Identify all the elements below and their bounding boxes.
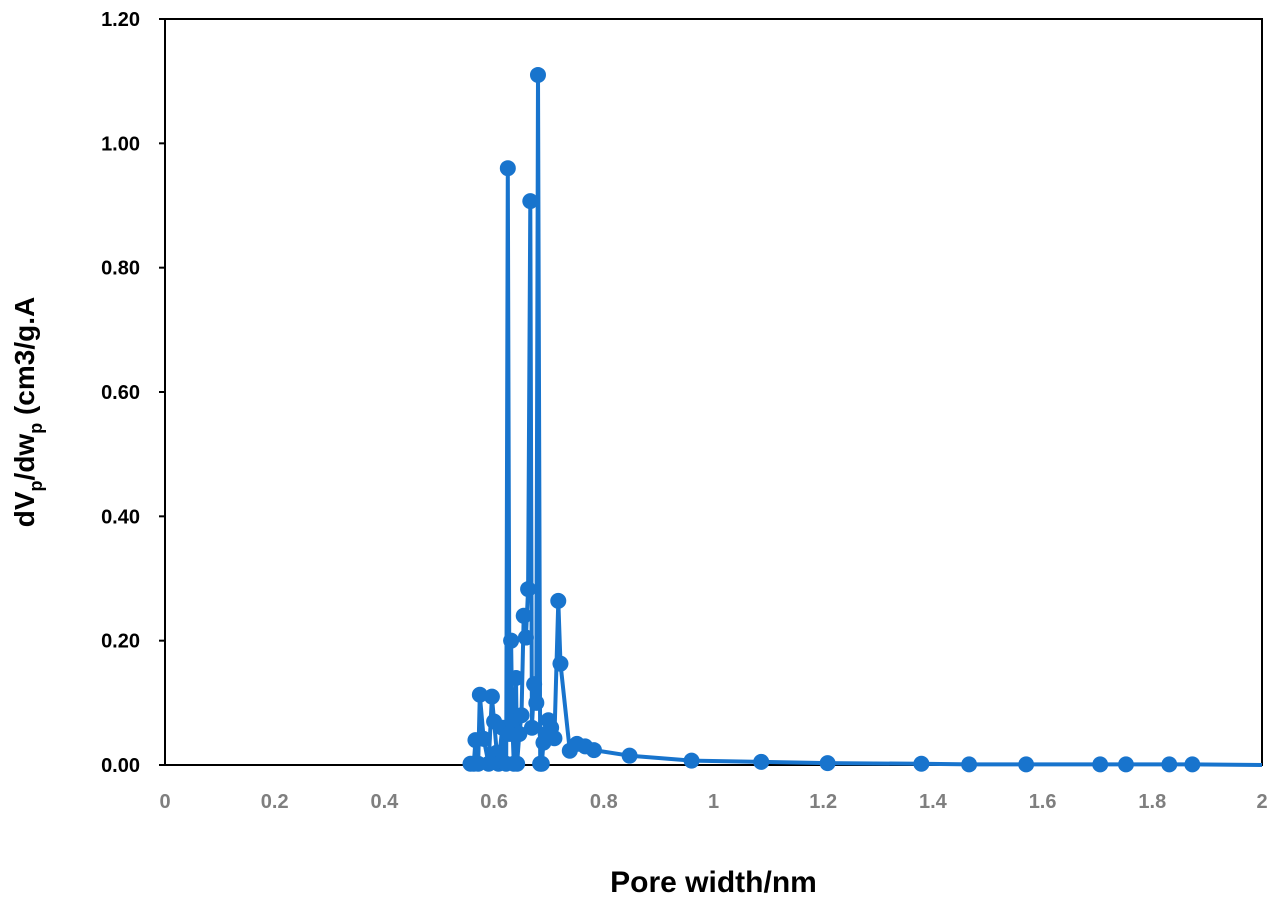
data-point (1117, 756, 1134, 773)
x-tick-label: 2 (1256, 791, 1267, 813)
data-point (522, 193, 539, 210)
data-point (1018, 756, 1035, 773)
data-point (1184, 756, 1201, 773)
data-point (509, 755, 526, 772)
data-point (511, 725, 528, 742)
data-point (529, 66, 546, 83)
data-point (471, 686, 488, 703)
y-axis: 0.00 0.20 0.40 0.60 0.80 1.00 1.20 (101, 9, 165, 777)
x-tick-label: 0.2 (261, 791, 289, 813)
data-point (1161, 756, 1178, 773)
y-tick-label: 0.80 (101, 258, 140, 280)
data-point (961, 756, 978, 773)
y-axis-label: dVp/dwp (cm3/g.A (9, 297, 46, 527)
series-line (470, 72, 1263, 767)
y-axis-label-subscript: p (26, 423, 46, 434)
y-tick-label: 0.40 (101, 506, 140, 528)
y-axis-label-part: /dw (9, 434, 40, 481)
data-point (683, 752, 700, 769)
data-point (503, 632, 520, 649)
x-axis-label: Pore width/nm (610, 866, 817, 899)
x-tick-label: 1 (708, 791, 719, 813)
x-tick-label: 0.4 (370, 791, 399, 813)
x-tick-label: 0 (159, 791, 170, 813)
y-axis-label-part: dV (9, 491, 40, 527)
series-points (462, 66, 1201, 773)
x-tick-label: 0.6 (480, 791, 508, 813)
y-tick-label: 1.20 (101, 9, 140, 31)
data-point (552, 655, 569, 672)
x-tick-label: 0.8 (590, 791, 618, 813)
data-point (523, 719, 540, 736)
data-point (585, 742, 602, 759)
data-point (1092, 756, 1109, 773)
y-axis-label-subscript: p (26, 480, 46, 491)
x-tick-label: 1.6 (1029, 791, 1057, 813)
data-point (508, 669, 525, 686)
data-point (753, 753, 770, 770)
data-point (517, 629, 534, 646)
x-tick-label: 1.2 (809, 791, 837, 813)
y-tick-label: 0.60 (101, 382, 140, 404)
data-point (526, 676, 543, 693)
data-point (550, 592, 567, 609)
data-point (546, 730, 563, 747)
y-tick-label: 0.00 (101, 755, 140, 777)
x-axis: 0 0.2 0.4 0.6 0.8 1 1.2 1.4 1.6 1.8 2 (159, 791, 1267, 813)
data-point (499, 160, 516, 177)
data-point (528, 694, 545, 711)
data-point (621, 747, 638, 764)
data-point (520, 581, 537, 598)
y-tick-label: 0.20 (101, 631, 140, 653)
data-point (475, 730, 492, 747)
y-tick-label: 1.00 (101, 133, 140, 155)
data-point (533, 755, 550, 772)
data-point (913, 755, 930, 772)
x-tick-label: 1.4 (919, 791, 948, 813)
data-point (819, 755, 836, 772)
data-point (515, 607, 532, 624)
plot-area (164, 18, 1263, 766)
x-tick-label: 1.8 (1138, 791, 1166, 813)
data-point (513, 707, 530, 724)
y-axis-label-part: (cm3/g.A (9, 297, 40, 423)
data-point (483, 688, 500, 705)
